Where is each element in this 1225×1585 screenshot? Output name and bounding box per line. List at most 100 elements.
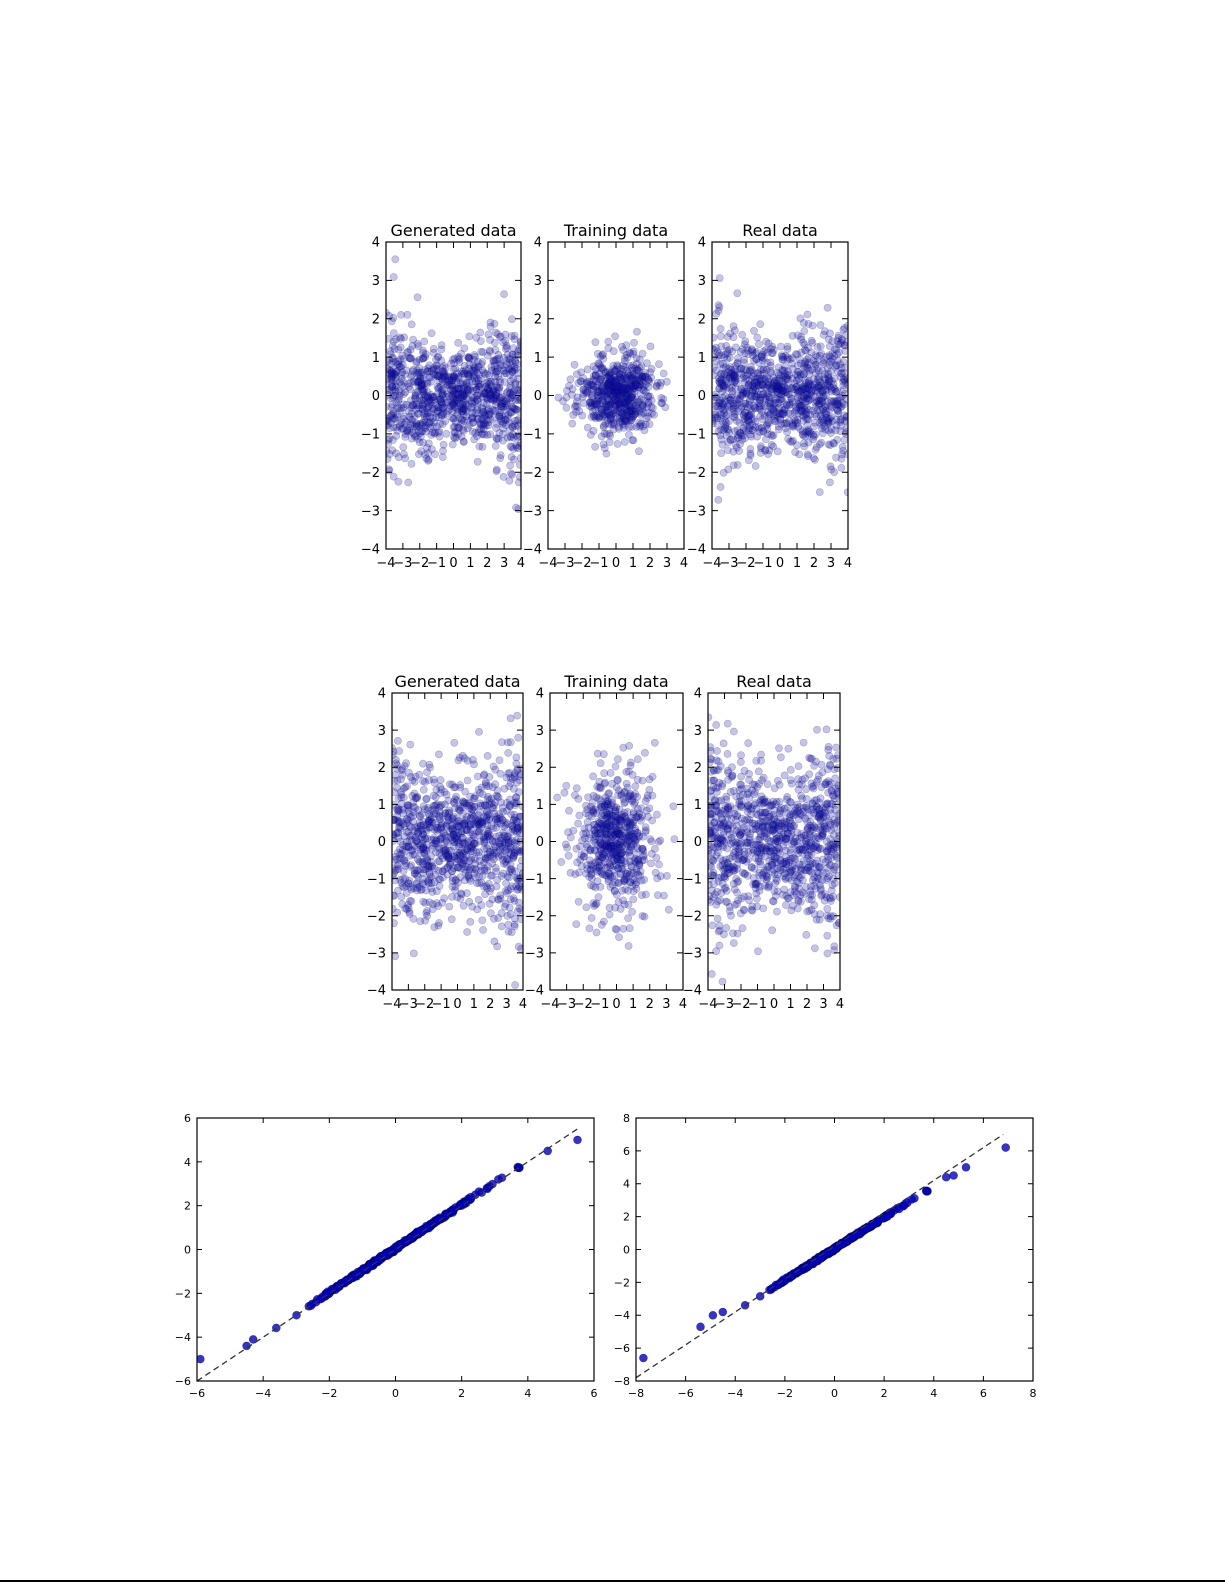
data-point (730, 413, 739, 422)
data-point (719, 381, 728, 390)
data-point (757, 442, 765, 450)
y-tick-label: 2 (536, 761, 544, 776)
data-point (611, 401, 620, 410)
data-point (792, 383, 801, 391)
data-point (492, 367, 501, 376)
data-point (449, 386, 457, 395)
data-point (386, 418, 395, 427)
data-point (417, 368, 426, 377)
data-point (565, 381, 573, 390)
data-point (802, 390, 810, 399)
data-point (722, 372, 731, 380)
data-point (429, 418, 438, 427)
data-point (614, 384, 623, 392)
data-point (408, 401, 416, 410)
data-point (824, 418, 833, 427)
data-point (780, 405, 789, 414)
data-point (425, 418, 434, 427)
data-point (423, 398, 432, 407)
data-points (554, 327, 671, 458)
data-point (842, 424, 848, 433)
data-point (426, 413, 435, 421)
y-tick-label: −3 (523, 504, 542, 519)
data-point (492, 882, 501, 891)
data-point (771, 879, 779, 888)
data-point (636, 421, 645, 429)
data-point (767, 440, 776, 449)
data-point (724, 438, 733, 447)
data-point (402, 815, 411, 823)
data-point (447, 380, 456, 389)
data-point (408, 341, 417, 350)
data-point (591, 371, 600, 380)
data-point (422, 412, 431, 421)
data-point (837, 364, 846, 372)
data-point (463, 369, 472, 378)
data-point (614, 399, 622, 407)
data-point (768, 349, 777, 358)
data-point (578, 836, 586, 845)
data-point (507, 469, 515, 478)
data-point (717, 379, 726, 388)
data-point (430, 836, 439, 844)
data-point (494, 383, 503, 392)
data-point (591, 405, 600, 414)
data-point (775, 409, 784, 418)
data-point (472, 848, 481, 856)
data-point (629, 376, 637, 385)
data-point (419, 371, 428, 380)
data-point (646, 392, 654, 401)
data-point (612, 391, 620, 400)
data-point (603, 395, 612, 403)
data-point (421, 421, 430, 430)
data-point (477, 347, 485, 356)
data-point (591, 442, 599, 451)
data-point (475, 382, 484, 391)
data-point (772, 410, 781, 419)
data-point (455, 424, 463, 432)
data-point (436, 776, 445, 784)
data-point (606, 415, 615, 424)
data-point (736, 391, 745, 400)
data-point (482, 400, 491, 408)
data-point (634, 383, 643, 391)
data-point (632, 813, 640, 821)
data-point (507, 332, 516, 340)
data-point (747, 404, 755, 413)
data-point (730, 370, 739, 379)
x-tick-label: 4 (679, 997, 687, 1012)
data-point (819, 330, 828, 339)
data-point (497, 738, 506, 746)
data-point (824, 335, 833, 344)
data-point (464, 353, 473, 362)
data-point (741, 408, 749, 417)
data-point (627, 869, 636, 878)
data-point (514, 885, 523, 893)
data-point (483, 393, 492, 402)
data-point (721, 350, 730, 359)
data-point (804, 396, 813, 404)
data-point (466, 828, 474, 837)
data-point (487, 366, 496, 375)
data-point (433, 353, 442, 362)
data-point (750, 415, 758, 423)
data-point (467, 404, 475, 412)
data-point (598, 395, 607, 404)
data-point (492, 388, 500, 397)
data-point (731, 427, 739, 436)
data-point (809, 375, 818, 384)
data-point (481, 831, 490, 840)
data-point (659, 395, 668, 403)
data-point (507, 408, 515, 417)
data-point (613, 440, 622, 448)
data-point (626, 818, 635, 827)
data-point (514, 942, 523, 951)
data-point (579, 374, 587, 382)
data-point (499, 472, 508, 481)
data-point (401, 432, 410, 441)
data-point (631, 364, 640, 373)
data-point (450, 399, 459, 408)
data-point (574, 897, 583, 906)
data-point (597, 405, 606, 414)
data-point (466, 368, 475, 377)
